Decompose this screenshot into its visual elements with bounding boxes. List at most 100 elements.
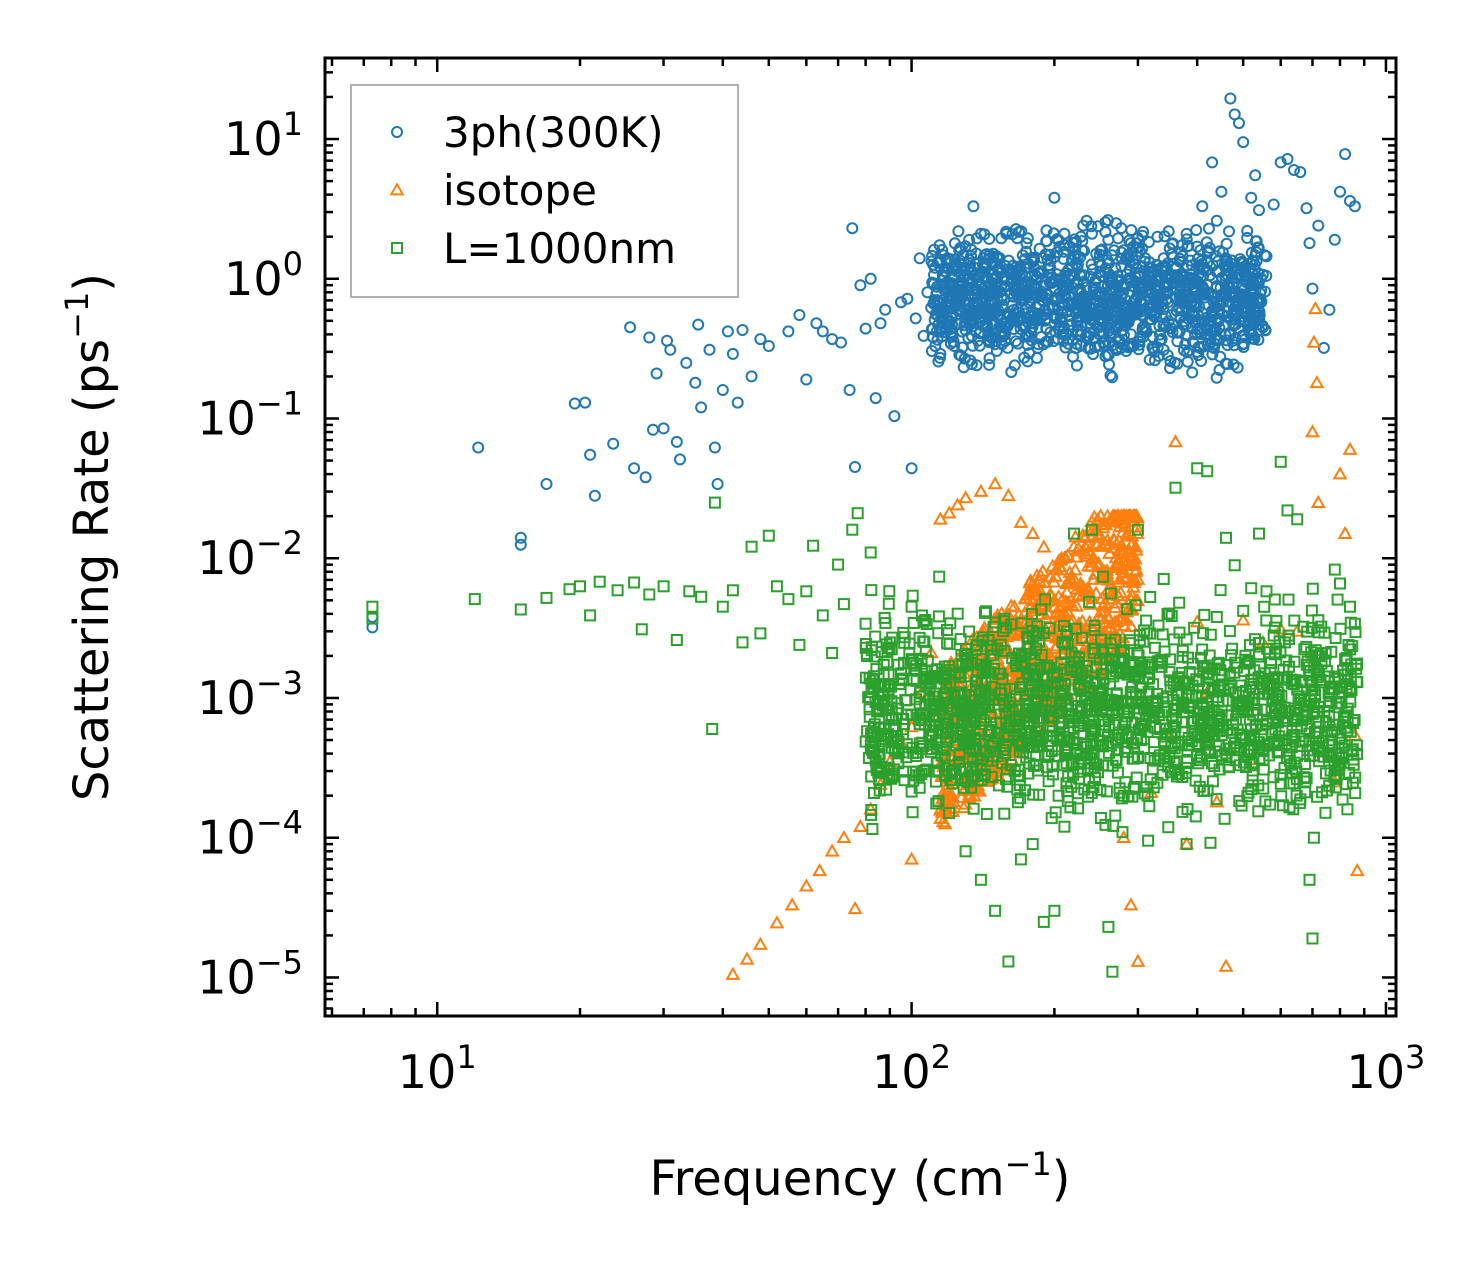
x-tick-label: 103	[1346, 1038, 1425, 1099]
data-point	[563, 583, 576, 596]
data-point	[906, 589, 919, 602]
data-point	[1258, 600, 1271, 613]
data-point	[1237, 341, 1250, 353]
data-point	[1123, 897, 1139, 911]
y-tick-label: 100	[224, 245, 303, 306]
x-axis-label-close: )	[1052, 1151, 1071, 1207]
data-point	[1087, 348, 1099, 361]
data-point	[1143, 800, 1156, 813]
data-point	[628, 462, 641, 475]
data-point	[1253, 204, 1265, 217]
y-tick-label: 10−4	[197, 804, 303, 865]
data-point	[1136, 242, 1149, 255]
data-point	[1109, 809, 1122, 822]
data-point	[959, 324, 972, 337]
data-point	[952, 225, 965, 238]
data-point	[1125, 224, 1138, 237]
data-point	[974, 327, 986, 340]
data-point	[674, 453, 686, 466]
data-point	[769, 915, 785, 929]
data-point	[624, 321, 637, 334]
data-point	[1180, 633, 1193, 646]
data-point	[1104, 369, 1117, 382]
data-point	[793, 309, 806, 321]
data-point	[1207, 324, 1220, 337]
data-point	[1208, 337, 1221, 350]
data-point	[1312, 219, 1325, 232]
data-point	[1155, 333, 1168, 345]
data-point	[1214, 584, 1227, 597]
data-point	[782, 325, 795, 338]
data-point	[1241, 231, 1254, 244]
data-point	[716, 600, 729, 613]
data-point	[1306, 932, 1319, 945]
data-point	[816, 325, 829, 338]
data-point	[1227, 358, 1240, 371]
data-point	[971, 298, 984, 311]
data-point	[1153, 320, 1166, 333]
data-point	[1252, 805, 1265, 818]
data-point	[1013, 514, 1029, 528]
data-point	[782, 593, 795, 606]
data-point	[754, 627, 767, 640]
data-point	[852, 818, 868, 832]
data-point	[692, 318, 705, 331]
data-point	[468, 593, 481, 606]
data-point	[708, 441, 721, 454]
data-point	[913, 252, 926, 265]
data-point	[1090, 512, 1106, 526]
data-point	[1214, 350, 1227, 363]
data-point	[846, 523, 859, 536]
data-point	[716, 384, 729, 396]
data-point	[1206, 348, 1219, 361]
data-point	[731, 396, 744, 409]
data-point	[864, 546, 877, 559]
data-point	[647, 423, 659, 436]
data-point	[1173, 596, 1186, 609]
data-point	[1186, 366, 1199, 379]
data-point	[540, 591, 553, 604]
data-point	[514, 531, 527, 544]
data-point	[664, 343, 677, 356]
y-axis-label: Scattering Rate (ps−1)	[58, 273, 120, 801]
data-point	[1210, 611, 1223, 623]
data-point	[1349, 863, 1365, 877]
data-point	[1323, 303, 1336, 316]
data-point	[807, 539, 820, 552]
data-point	[882, 597, 895, 610]
data-point	[826, 647, 839, 659]
data-point	[832, 558, 845, 571]
data-point	[1339, 148, 1352, 161]
data-point	[1070, 235, 1083, 248]
data-point	[593, 575, 606, 588]
data-point	[888, 410, 901, 423]
data-point	[1058, 227, 1071, 240]
data-point	[1245, 191, 1258, 204]
data-point	[514, 603, 527, 616]
data-point	[1328, 563, 1341, 576]
data-point	[1198, 608, 1211, 621]
data-point	[859, 617, 872, 630]
data-point	[1249, 169, 1262, 182]
data-point	[1303, 873, 1316, 886]
data-point	[1048, 904, 1061, 917]
data-point	[1148, 641, 1161, 654]
data-point	[706, 723, 719, 735]
data-point	[1137, 324, 1150, 337]
data-point	[752, 936, 768, 950]
data-point	[657, 580, 670, 593]
data-point	[472, 441, 485, 454]
data-point	[1317, 341, 1330, 354]
data-point	[568, 397, 581, 410]
data-point	[366, 600, 379, 613]
data-point	[824, 843, 840, 857]
data-point	[859, 322, 872, 335]
data-point	[1000, 227, 1013, 240]
data-point	[1171, 335, 1184, 348]
data-point	[835, 336, 847, 349]
data-point	[736, 636, 749, 649]
data-point	[816, 609, 829, 622]
data-point	[1093, 255, 1106, 268]
data-point	[1259, 324, 1272, 337]
data-point	[1006, 228, 1019, 241]
